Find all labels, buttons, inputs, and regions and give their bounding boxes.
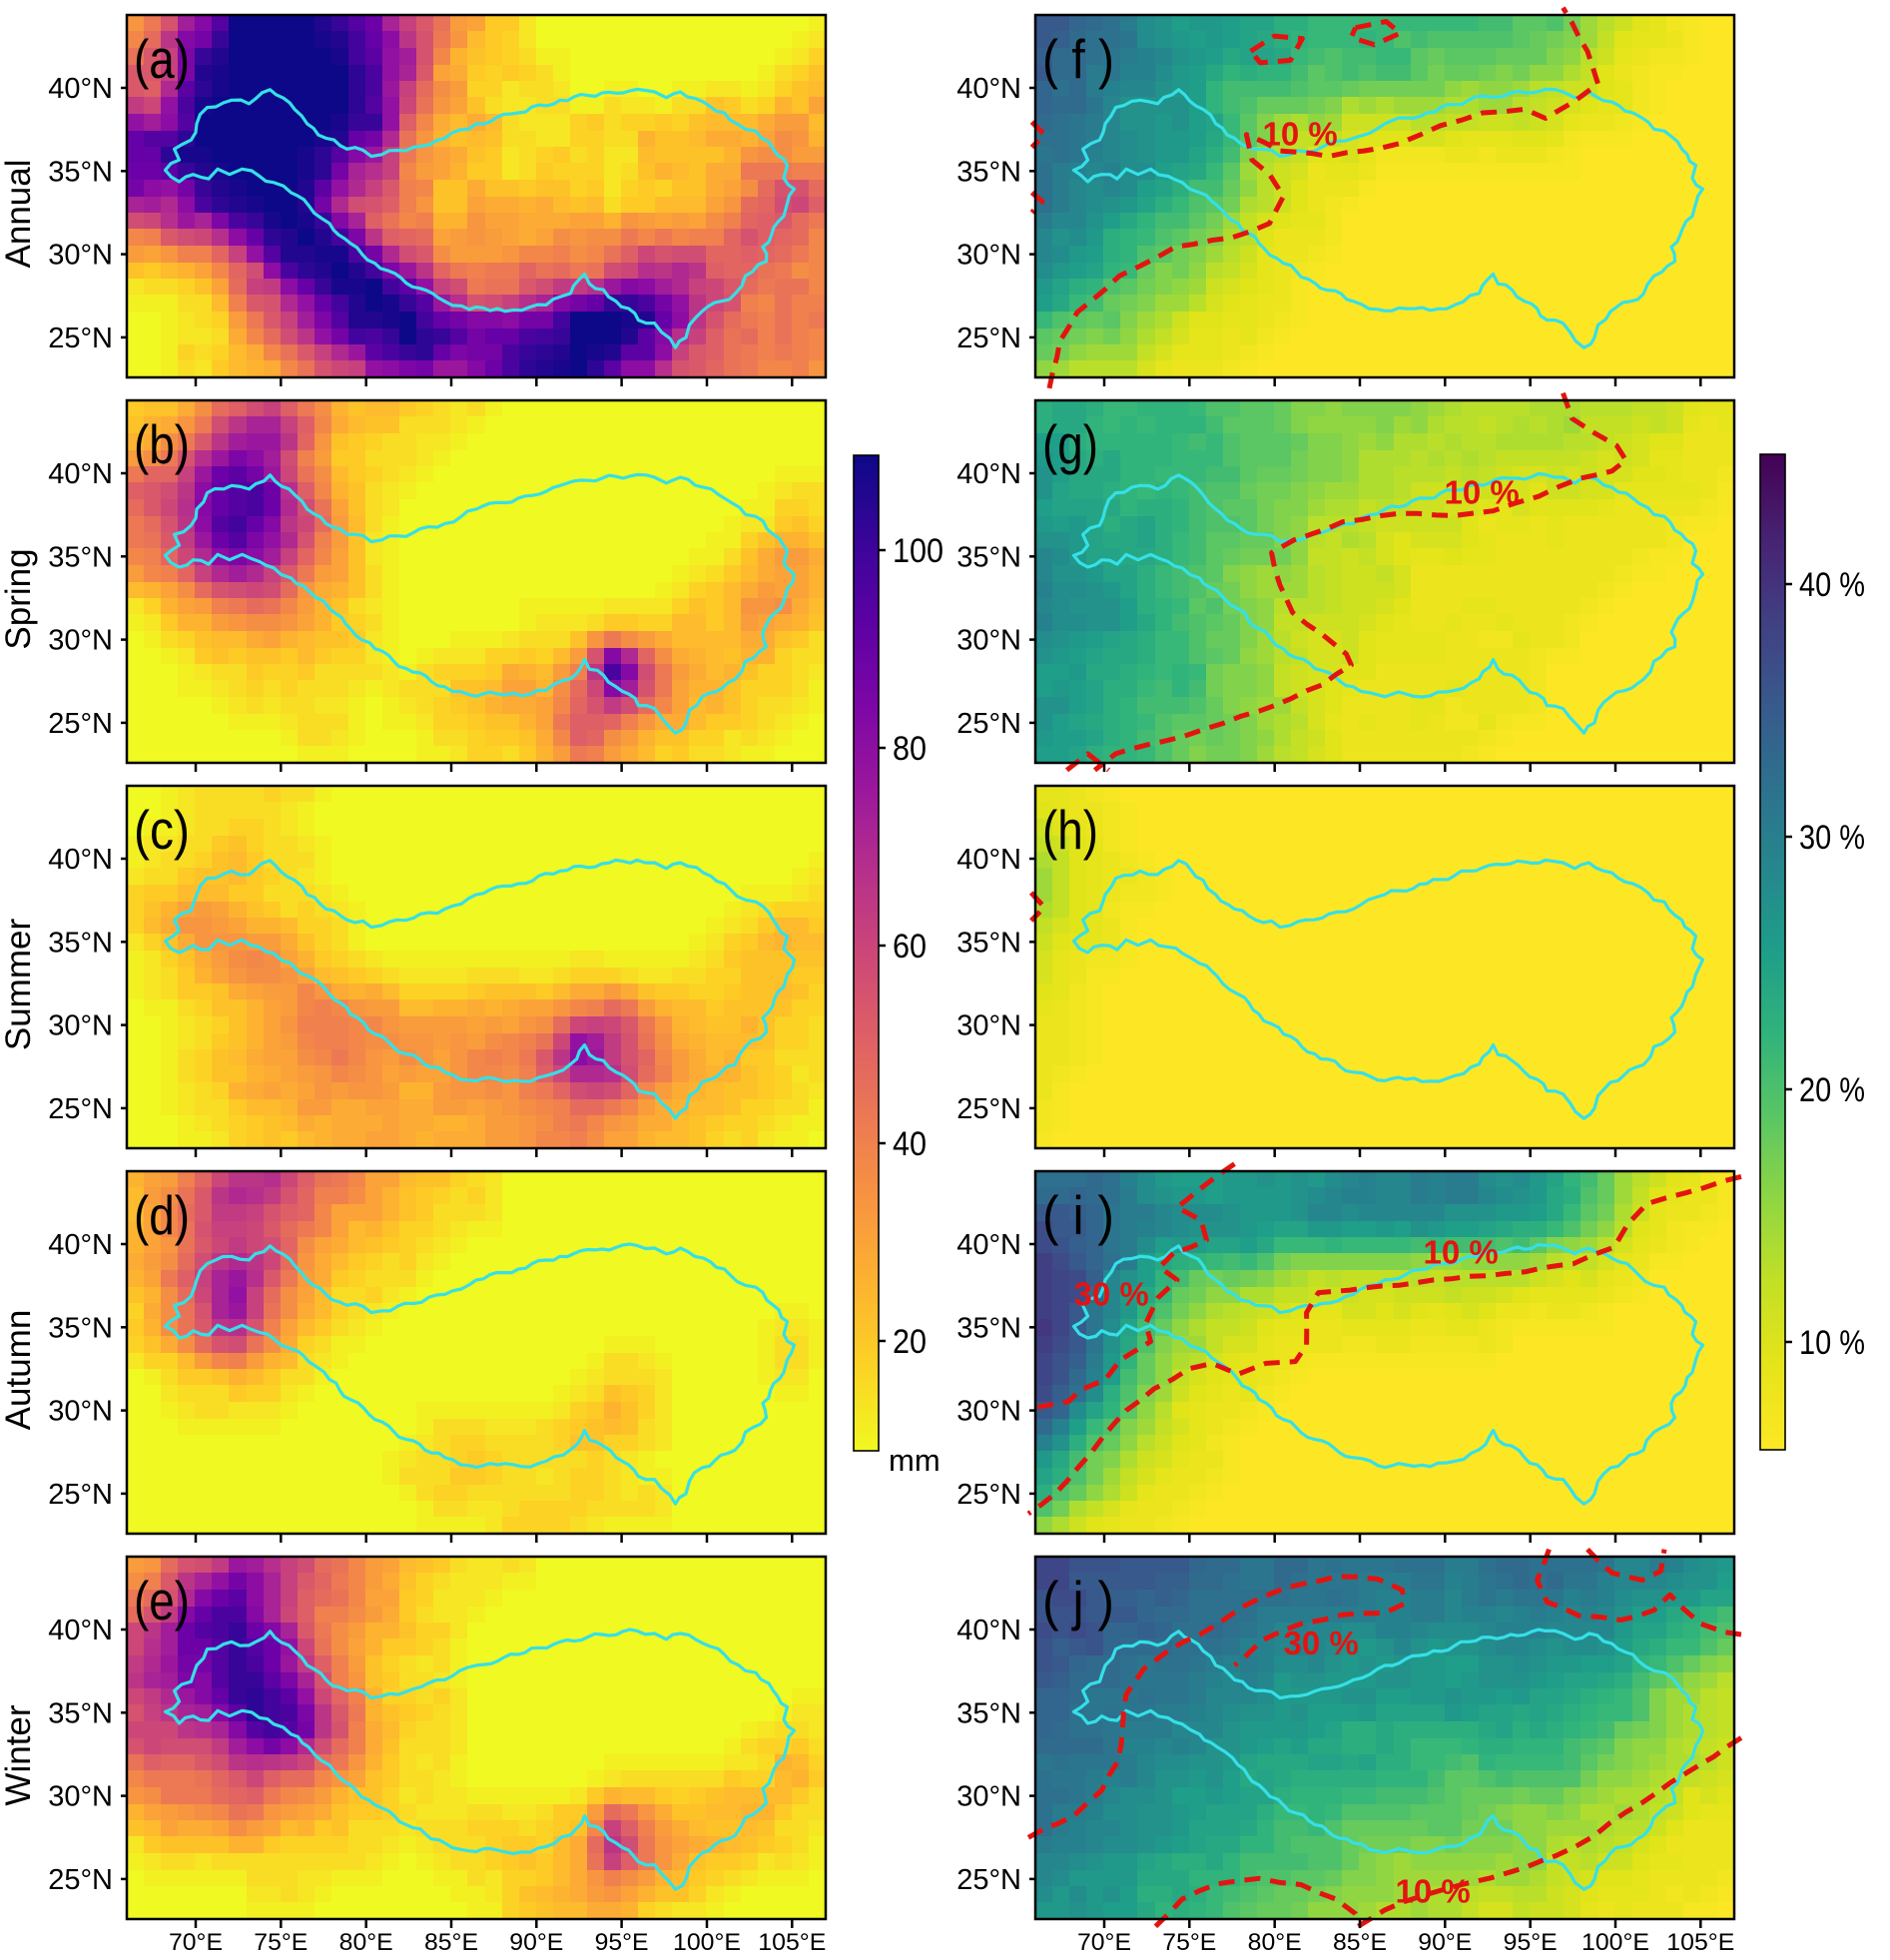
svg-text:Spring: Spring (0, 548, 38, 649)
svg-text:( i ): ( i ) (1042, 1184, 1114, 1246)
svg-text:40°N: 40°N (48, 1229, 113, 1261)
svg-text:30°N: 30°N (956, 1010, 1021, 1042)
svg-text:35°N: 35°N (956, 156, 1021, 188)
svg-text:90°E: 90°E (509, 1929, 563, 1955)
svg-text:(c): (c) (134, 799, 190, 861)
svg-text:95°E: 95°E (1504, 1929, 1558, 1955)
svg-text:20 %: 20 % (1799, 1071, 1865, 1109)
svg-text:40°N: 40°N (48, 458, 113, 490)
svg-text:25°N: 25°N (956, 323, 1021, 354)
svg-text:35°N: 35°N (956, 927, 1021, 959)
svg-text:30°N: 30°N (48, 240, 113, 272)
svg-text:35°N: 35°N (48, 541, 113, 573)
svg-text:40: 40 (893, 1125, 927, 1163)
svg-text:40°N: 40°N (48, 1615, 113, 1646)
svg-text:30°N: 30°N (48, 625, 113, 657)
svg-text:100°E: 100°E (1581, 1929, 1649, 1955)
svg-text:35°N: 35°N (956, 1312, 1021, 1344)
svg-text:(g): (g) (1042, 413, 1098, 475)
svg-text:30°N: 30°N (48, 1781, 113, 1813)
svg-text:40 %: 40 % (1799, 566, 1865, 604)
svg-text:30 %: 30 % (1074, 1275, 1149, 1312)
svg-text:10 %: 10 % (1396, 1873, 1471, 1910)
svg-text:30°N: 30°N (48, 1396, 113, 1428)
svg-text:(a): (a) (134, 28, 190, 90)
svg-text:(e): (e) (134, 1570, 190, 1632)
svg-text:20: 20 (893, 1323, 927, 1361)
svg-text:25°N: 25°N (956, 1093, 1021, 1125)
svg-text:85°E: 85°E (424, 1929, 478, 1955)
svg-text:mm: mm (889, 1443, 941, 1478)
svg-text:80°E: 80°E (1248, 1929, 1302, 1955)
svg-text:30°N: 30°N (956, 625, 1021, 657)
svg-text:35°N: 35°N (956, 541, 1021, 573)
svg-text:25°N: 25°N (956, 1479, 1021, 1511)
svg-text:40°N: 40°N (956, 1229, 1021, 1261)
svg-text:100°E: 100°E (673, 1929, 741, 1955)
svg-text:25°N: 25°N (48, 708, 113, 740)
svg-text:30°N: 30°N (956, 240, 1021, 272)
svg-text:30 %: 30 % (1799, 819, 1865, 857)
svg-text:30°N: 30°N (48, 1010, 113, 1042)
svg-text:10 %: 10 % (1263, 116, 1338, 153)
svg-text:10 %: 10 % (1799, 1324, 1865, 1362)
svg-text:105°E: 105°E (1666, 1929, 1734, 1955)
svg-text:( j ): ( j ) (1042, 1570, 1114, 1632)
svg-text:Winter: Winter (0, 1704, 38, 1805)
svg-text:10 %: 10 % (1445, 473, 1520, 510)
svg-text:80: 80 (893, 730, 927, 768)
svg-text:25°N: 25°N (48, 323, 113, 354)
svg-text:30 %: 30 % (1284, 1625, 1359, 1661)
svg-text:25°N: 25°N (956, 1864, 1021, 1896)
svg-text:75°E: 75°E (254, 1929, 308, 1955)
svg-text:105°E: 105°E (758, 1929, 826, 1955)
svg-text:25°N: 25°N (48, 1093, 113, 1125)
svg-text:40°N: 40°N (48, 844, 113, 876)
svg-text:10 %: 10 % (1424, 1234, 1499, 1271)
svg-text:95°E: 95°E (595, 1929, 649, 1955)
svg-text:35°N: 35°N (48, 1312, 113, 1344)
svg-text:35°N: 35°N (48, 927, 113, 959)
svg-text:40°N: 40°N (956, 73, 1021, 105)
svg-text:60: 60 (893, 928, 927, 966)
svg-text:30°N: 30°N (956, 1396, 1021, 1428)
svg-text:40°N: 40°N (956, 844, 1021, 876)
svg-text:40°N: 40°N (956, 458, 1021, 490)
svg-text:(h): (h) (1042, 799, 1098, 861)
svg-text:90°E: 90°E (1418, 1929, 1472, 1955)
svg-text:35°N: 35°N (48, 156, 113, 188)
svg-text:70°E: 70°E (169, 1929, 223, 1955)
svg-text:75°E: 75°E (1162, 1929, 1216, 1955)
svg-text:35°N: 35°N (48, 1697, 113, 1729)
svg-text:80°E: 80°E (339, 1929, 393, 1955)
svg-text:Autumn: Autumn (0, 1310, 38, 1431)
svg-text:25°N: 25°N (956, 708, 1021, 740)
svg-text:25°N: 25°N (48, 1864, 113, 1896)
svg-text:40°N: 40°N (956, 1615, 1021, 1646)
svg-text:30°N: 30°N (956, 1781, 1021, 1813)
svg-text:(d): (d) (134, 1184, 190, 1246)
svg-text:( f ): ( f ) (1042, 28, 1114, 90)
svg-text:85°E: 85°E (1333, 1929, 1387, 1955)
svg-text:25°N: 25°N (48, 1479, 113, 1511)
svg-text:40°N: 40°N (48, 73, 113, 105)
svg-text:(b): (b) (134, 413, 190, 475)
svg-text:100: 100 (893, 532, 944, 570)
svg-text:35°N: 35°N (956, 1697, 1021, 1729)
svg-text:Annual: Annual (0, 160, 38, 269)
svg-text:Summer: Summer (0, 919, 38, 1051)
svg-text:70°E: 70°E (1077, 1929, 1131, 1955)
